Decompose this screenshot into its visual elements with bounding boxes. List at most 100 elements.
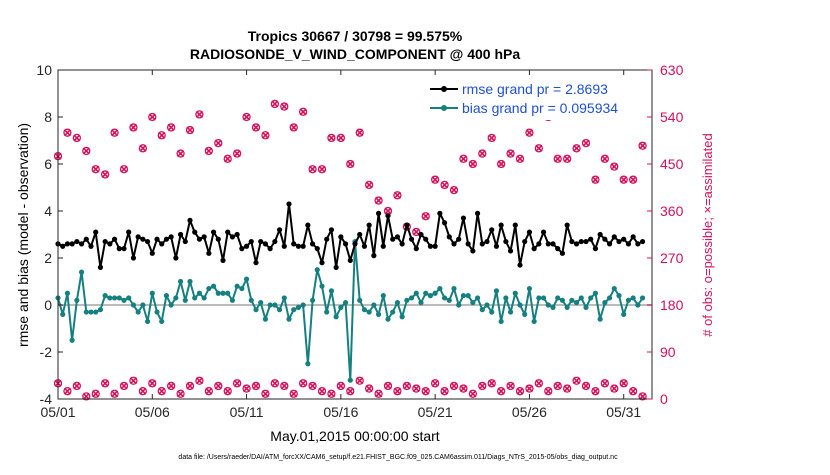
obs-assimilated-marker-circle (72, 381, 82, 391)
bias-point (60, 311, 66, 317)
bias-point (272, 302, 278, 308)
obs-possible-marker (562, 154, 572, 163)
obs-assimilated-marker-circle (430, 379, 440, 388)
obs-possible-marker-cross-b (620, 176, 628, 184)
obs-assimilated-marker-cross-b (582, 382, 590, 390)
obs-assimilated-marker-circle (572, 376, 581, 385)
obs-assimilated-marker-circle (289, 389, 298, 398)
obs-possible-marker (129, 123, 138, 132)
bias-point (69, 337, 75, 343)
bias-point (465, 293, 471, 299)
y-axis-label-right: # of obs: o=possible; ×=assimilated (700, 133, 715, 336)
obs-possible-marker-circle (412, 227, 421, 237)
bias-point (163, 293, 170, 299)
obs-possible-marker-circle (289, 123, 298, 132)
obs-possible-marker (204, 146, 214, 156)
obs-assimilated-marker (270, 379, 280, 388)
obs-assimilated-marker (430, 379, 440, 388)
rmse-point (427, 243, 434, 249)
obs-assimilated-marker-cross-b (129, 377, 137, 385)
obs-assimilated-marker (449, 381, 459, 391)
rmse-point (380, 243, 386, 249)
obs-possible-marker (110, 128, 119, 137)
obs-possible-marker (374, 196, 383, 205)
obs-assimilated-marker-cross-b (337, 382, 345, 390)
obs-assimilated-marker-cross-b (271, 379, 279, 387)
obs-assimilated-marker-cross-b (299, 379, 307, 387)
obs-possible-marker-circle (600, 154, 610, 163)
x-tick-label: 05/16 (323, 404, 358, 420)
bias-point (484, 302, 490, 308)
rmse-point (239, 246, 245, 252)
obs-assimilated-marker (346, 387, 355, 396)
bias-point (606, 295, 613, 301)
obs-possible-marker (468, 159, 478, 169)
obs-possible-marker-circle (82, 146, 91, 156)
rmse-point (248, 238, 254, 245)
rmse-point (625, 241, 632, 247)
obs-possible-marker (600, 154, 610, 163)
plot-frame (57, 69, 653, 400)
obs-possible-marker-circle (468, 159, 478, 169)
rmse-point (602, 236, 608, 242)
bias-point (588, 295, 594, 301)
obs-assimilated-marker-cross-b (544, 387, 552, 395)
rmse-point (361, 243, 368, 249)
y-right-tick-label: 90 (660, 344, 676, 360)
bias-point (361, 307, 368, 313)
rmse-point (635, 241, 641, 247)
obs-assimilated-marker-circle (562, 384, 572, 393)
obs-assimilated-marker (317, 387, 327, 396)
obs-assimilated-marker-circle (374, 389, 383, 398)
obs-assimilated-marker (374, 389, 383, 398)
obs-possible-marker-cross-b (261, 131, 269, 139)
rmse-point (479, 241, 485, 247)
obs-possible-marker-circle (346, 159, 355, 169)
obs-assimilated-marker-circle (129, 376, 138, 385)
obs-assimilated-marker (496, 387, 506, 396)
obs-possible-marker-circle (440, 180, 449, 190)
bias-point (583, 304, 589, 310)
obs-possible-marker-cross-b (318, 165, 326, 173)
rmse-point (578, 238, 584, 245)
rmse-point (140, 236, 146, 242)
obs-possible-marker-circle (148, 112, 157, 122)
obs-possible-marker (148, 112, 157, 122)
bias-point (347, 377, 353, 383)
obs-possible-marker (525, 128, 534, 137)
obs-assimilated-marker (91, 389, 100, 398)
rmse-point (192, 229, 198, 235)
obs-possible-marker (82, 146, 91, 156)
bias-point (258, 300, 264, 306)
bias-point (328, 288, 335, 294)
legend-rmse-label: rmse grand pr = 2.8693 (462, 81, 608, 97)
obs-assimilated-marker (232, 379, 242, 388)
obs-possible-marker-cross-b (497, 160, 505, 168)
rmse-point (446, 234, 452, 240)
obs-possible-marker-circle (562, 154, 572, 163)
bias-point (116, 295, 122, 301)
obs-possible-marker (232, 149, 242, 158)
obs-possible-marker (628, 175, 638, 184)
rmse-point (559, 250, 566, 256)
obs-possible-marker-circle (100, 170, 110, 179)
bias-point (229, 297, 236, 303)
obs-possible-marker-cross-b (535, 144, 543, 152)
obs-assimilated-marker (515, 387, 525, 396)
obs-possible-marker-circle (166, 123, 176, 132)
x-axis-label: May.01,2015 00:00:00 start (270, 428, 440, 444)
rmse-point (522, 238, 528, 245)
obs-assimilated-marker (261, 389, 270, 398)
bias-point (555, 295, 561, 301)
bias-point (196, 290, 203, 296)
bias-point (342, 300, 349, 306)
obs-possible-marker-circle (619, 175, 628, 184)
obs-possible-marker-circle (487, 133, 496, 143)
obs-possible-marker-cross-b (639, 142, 647, 150)
y-left-tick-label: 6 (44, 156, 52, 172)
bias-point (540, 295, 547, 301)
obs-assimilated-marker (572, 376, 581, 385)
obs-assimilated-marker-circle (232, 379, 242, 388)
obs-possible-marker-circle (628, 175, 638, 184)
bias-point (489, 309, 495, 315)
